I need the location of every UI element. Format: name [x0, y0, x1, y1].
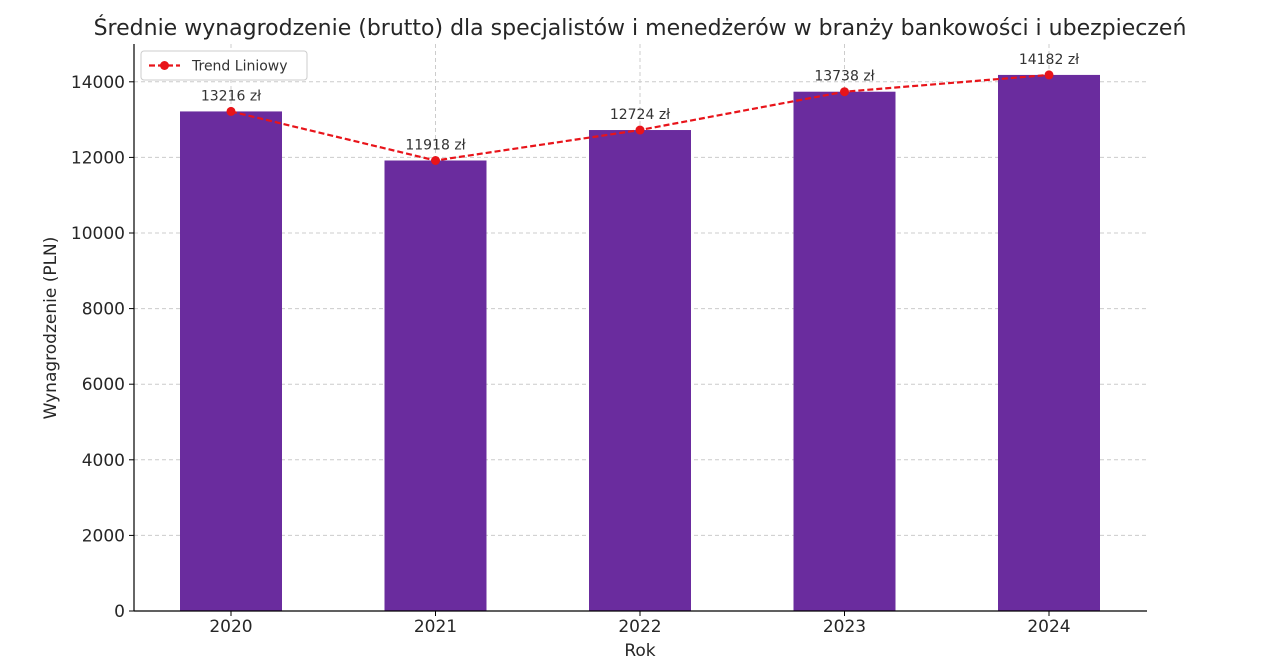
x-tick-label: 2023 [823, 617, 866, 637]
trend-point [431, 155, 440, 165]
trend-layer [226, 70, 1054, 165]
ticks-layer: 0 2000 4000 6000 8000 10000 12000 14000 2020 2021… [71, 73, 1071, 637]
legend-marker [160, 61, 169, 70]
bar [180, 111, 282, 611]
bar [384, 160, 487, 611]
x-axis-title: Rok [624, 641, 655, 661]
y-tick-label: 12000 [71, 148, 125, 168]
y-tick-label: 6000 [82, 375, 125, 395]
trend-point [226, 106, 236, 116]
bar [589, 130, 691, 611]
data-label: 12724 zł [610, 107, 670, 123]
y-tick-label: 2000 [82, 526, 125, 546]
y-tick-label: 14000 [71, 73, 125, 93]
legend: Trend Liniowy [140, 50, 308, 81]
trend-point [1044, 70, 1054, 80]
data-label: 11918 zł [405, 137, 465, 153]
x-tick-label: 2020 [209, 617, 252, 637]
y-axis-title: Wynagrodzenie (PLN) [41, 237, 61, 420]
y-tick-label: 0 [114, 602, 125, 622]
trend-point [840, 87, 849, 97]
bar [998, 74, 1100, 611]
y-tick-label: 8000 [82, 300, 125, 320]
legend-box [140, 50, 308, 81]
bars-layer [180, 74, 1100, 611]
x-tick-label: 2024 [1027, 617, 1070, 637]
data-label: 13738 zł [814, 69, 874, 85]
y-tick-label: 4000 [82, 451, 125, 471]
data-labels-layer: 13216 zł 11918 zł 12724 zł 13738 zł 14182 zł [201, 52, 1079, 154]
data-label: 13216 zł [201, 88, 261, 104]
bar [793, 91, 896, 611]
legend-label: Trend Liniowy [191, 59, 288, 75]
x-tick-label: 2021 [414, 617, 457, 637]
trend-point [635, 125, 645, 135]
x-tick-label: 2022 [618, 617, 661, 637]
data-label: 14182 zł [1019, 52, 1079, 68]
y-tick-label: 10000 [71, 224, 125, 244]
chart-title: Średnie wynagrodzenie (brutto) dla specj… [94, 15, 1187, 41]
